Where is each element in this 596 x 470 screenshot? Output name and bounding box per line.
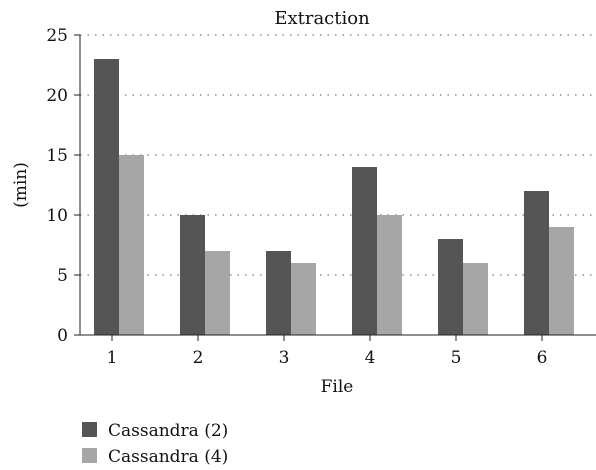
bar-series2-file-5 <box>463 263 488 335</box>
legend-swatch <box>82 448 97 463</box>
y-tick-label: 5 <box>57 266 68 286</box>
grid-lines <box>80 34 596 276</box>
x-axis-label: File <box>321 377 354 397</box>
legend-swatch <box>82 422 97 437</box>
x-tick-label: 2 <box>193 348 204 368</box>
y-tick-label: 10 <box>46 206 68 226</box>
bar-series1-file-6 <box>524 191 549 335</box>
y-tick-label: 15 <box>46 146 68 166</box>
bar-series2-file-4 <box>377 215 402 335</box>
y-axis-label: (min) <box>11 162 31 208</box>
bar-series2-file-2 <box>205 251 230 335</box>
x-tick-label: 1 <box>107 348 118 368</box>
y-tick-label: 20 <box>46 86 68 106</box>
bar-series2-file-1 <box>119 155 144 335</box>
chart-title: Extraction <box>274 8 370 29</box>
bar-series1-file-1 <box>94 59 119 335</box>
legend-label: Cassandra (4) <box>108 447 228 467</box>
bar-series1-file-5 <box>438 239 463 335</box>
x-tick-label: 5 <box>451 348 462 368</box>
x-axis-ticks: 1 2 3 4 5 6 <box>107 335 548 368</box>
bar-series1-file-4 <box>352 167 377 335</box>
y-tick-label: 0 <box>57 326 68 346</box>
legend-label: Cassandra (2) <box>108 421 228 441</box>
bar-series1-file-2 <box>180 215 205 335</box>
bar-series1-file-3 <box>266 251 291 335</box>
legend: Cassandra (2) Cassandra (4) <box>82 421 228 467</box>
bars-group <box>94 59 574 335</box>
x-tick-label: 6 <box>537 348 548 368</box>
bar-series2-file-3 <box>291 263 316 335</box>
x-tick-label: 3 <box>279 348 290 368</box>
x-tick-label: 4 <box>365 348 376 368</box>
y-tick-label: 25 <box>46 26 68 46</box>
bar-series2-file-6 <box>549 227 574 335</box>
y-axis-ticks: 0 5 10 15 20 25 <box>46 26 80 346</box>
